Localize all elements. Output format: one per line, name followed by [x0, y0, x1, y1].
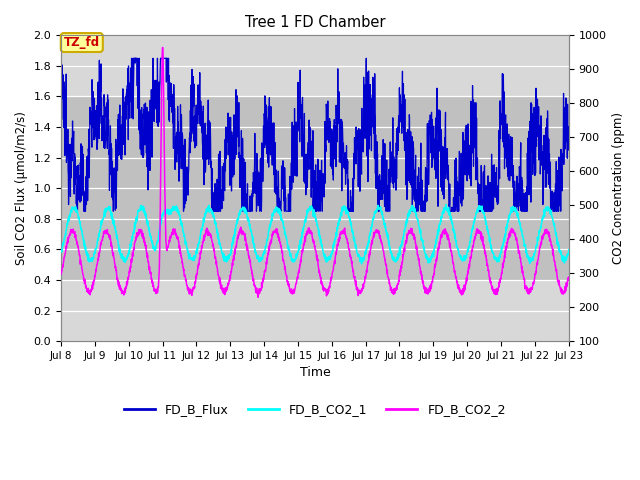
- Y-axis label: Soil CO2 Flux (μmol/m2/s): Soil CO2 Flux (μmol/m2/s): [15, 111, 28, 265]
- Legend: FD_B_Flux, FD_B_CO2_1, FD_B_CO2_2: FD_B_Flux, FD_B_CO2_1, FD_B_CO2_2: [119, 398, 511, 421]
- Title: Tree 1 FD Chamber: Tree 1 FD Chamber: [244, 15, 385, 30]
- Text: TZ_fd: TZ_fd: [64, 36, 100, 49]
- X-axis label: Time: Time: [300, 366, 330, 380]
- Bar: [61, 96, 569, 280]
- Y-axis label: CO2 Concentration (ppm): CO2 Concentration (ppm): [612, 112, 625, 264]
